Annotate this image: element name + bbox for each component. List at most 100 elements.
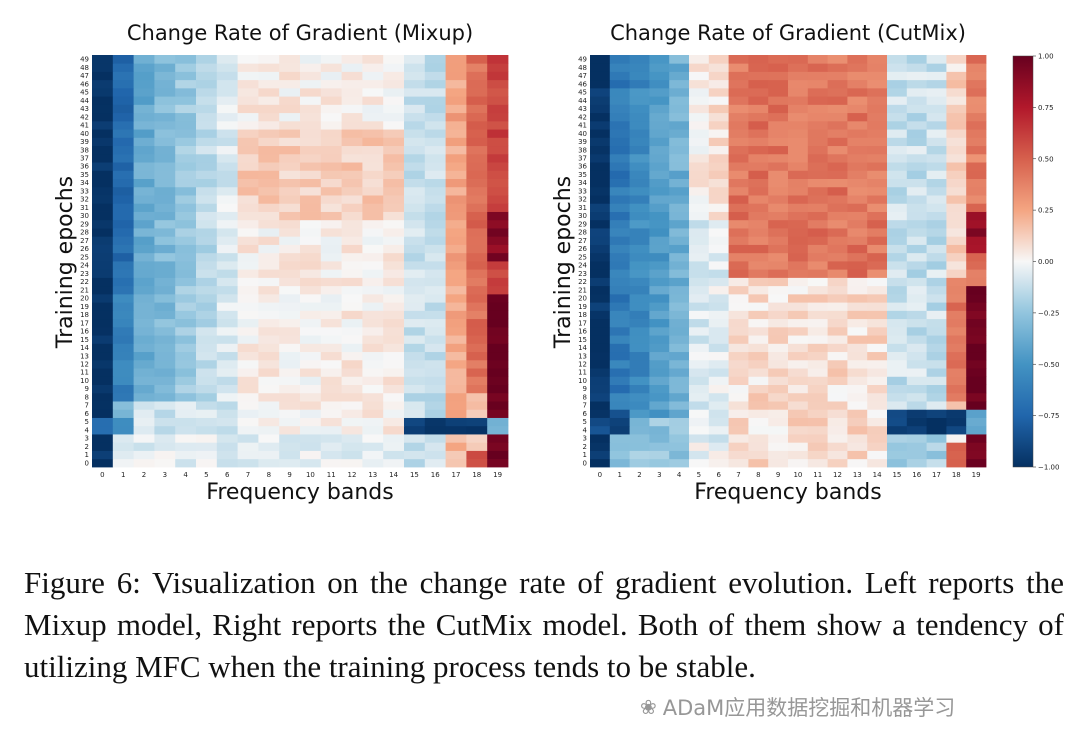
heatmap-cell	[946, 228, 967, 237]
heatmap-cell	[669, 359, 690, 369]
heatmap-cell	[112, 236, 134, 245]
heatmap-cell	[629, 434, 650, 443]
heatmap-cell	[92, 71, 114, 81]
heatmap-cell	[946, 450, 967, 460]
heatmap-cell	[320, 55, 342, 64]
heatmap-cell	[609, 326, 630, 336]
heatmap-cell	[946, 112, 967, 122]
heatmap-cell	[669, 236, 690, 245]
heatmap-cell	[788, 384, 809, 394]
heatmap-cell	[649, 79, 670, 89]
heatmap-cell	[487, 153, 509, 163]
heatmap-cell	[404, 219, 426, 229]
heatmap-cell	[748, 236, 769, 245]
heatmap-cell	[258, 401, 280, 410]
heatmap-cell	[279, 87, 301, 97]
heatmap-cell	[590, 186, 611, 196]
heatmap-cell	[966, 277, 987, 287]
heatmap-cell	[362, 87, 384, 97]
heatmap-cell	[196, 359, 218, 369]
heatmap-cell	[768, 392, 789, 402]
heatmap-cell	[669, 442, 690, 451]
heatmap-cell	[383, 112, 405, 122]
heatmap-cell	[362, 434, 384, 443]
heatmap-cell	[887, 252, 908, 262]
heatmap-cell	[827, 71, 848, 81]
heatmap-cell	[383, 269, 405, 278]
heatmap-cell	[629, 55, 650, 64]
heatmap-cell	[320, 203, 342, 212]
heatmap-cell	[133, 55, 155, 64]
heatmap-cell	[154, 434, 176, 443]
heatmap-cell	[788, 351, 809, 361]
heatmap-cell	[341, 417, 363, 427]
heatmap-cell	[487, 170, 509, 179]
heatmap-cell	[609, 129, 630, 138]
heatmap-cell	[708, 310, 729, 320]
heatmap-cell	[216, 343, 238, 353]
heatmap-cell	[748, 178, 769, 188]
heatmap-cell	[906, 71, 927, 81]
heatmap-cell	[788, 417, 809, 427]
heatmap-cell	[258, 252, 280, 262]
heatmap-cell	[887, 104, 908, 114]
heatmap-cell	[154, 79, 176, 89]
heatmap-cell	[92, 252, 114, 262]
heatmap-cell	[926, 277, 947, 287]
heatmap-cell	[768, 211, 789, 221]
heatmap-cell	[788, 285, 809, 295]
heatmap-cell	[445, 244, 467, 254]
heatmap-cell	[112, 458, 134, 468]
heatmap-cell	[609, 96, 630, 105]
heatmap-cell	[112, 293, 134, 303]
heatmap-cell	[847, 55, 868, 64]
heatmap-cell	[487, 137, 509, 147]
heatmap-cell	[404, 104, 426, 114]
heatmap-cell	[404, 359, 426, 369]
heatmap-cell	[258, 228, 280, 237]
heatmap-cell	[906, 79, 927, 89]
heatmap-cell	[887, 310, 908, 320]
heatmap-cell	[196, 343, 218, 353]
heatmap-cell	[196, 104, 218, 114]
heatmap-cell	[748, 170, 769, 179]
heatmap-cell	[341, 228, 363, 237]
heatmap-cell	[424, 87, 446, 97]
heatmap-cell	[320, 162, 342, 171]
heatmap-cell	[629, 195, 650, 204]
heatmap-cell	[768, 71, 789, 81]
heatmap-cell	[445, 285, 467, 295]
heatmap-cell	[807, 351, 828, 361]
heatmap-cell	[728, 285, 749, 295]
heatmap-cell	[807, 129, 828, 138]
y-tick-label: 27	[80, 237, 89, 245]
heatmap-cell	[669, 376, 690, 385]
heatmap-cell	[946, 285, 967, 295]
heatmap-cell	[445, 368, 467, 377]
heatmap-cell	[258, 137, 280, 147]
heatmap-cell	[445, 458, 467, 468]
heatmap-cell	[300, 104, 322, 114]
heatmap-cell	[807, 285, 828, 295]
heatmap-cell	[300, 228, 322, 237]
heatmap-cell	[887, 458, 908, 468]
heatmap-cell	[887, 343, 908, 353]
heatmap-cell	[300, 195, 322, 204]
heatmap-cell	[847, 145, 868, 155]
heatmap-cell	[279, 178, 301, 188]
heatmap-cell	[466, 228, 488, 237]
heatmap-cell	[946, 236, 967, 245]
heatmap-cell	[383, 252, 405, 262]
x-tick-label: 12	[348, 471, 357, 479]
heatmap-cell	[926, 79, 947, 89]
heatmap-cell	[807, 228, 828, 237]
heatmap-cell	[926, 425, 947, 435]
heatmap-cell	[133, 277, 155, 287]
heatmap-cell	[748, 384, 769, 394]
heatmap-cell	[590, 244, 611, 254]
heatmap-cell	[362, 112, 384, 122]
heatmap-cell	[92, 203, 114, 212]
heatmap-cell	[590, 293, 611, 303]
heatmap-cell	[216, 104, 238, 114]
y-tick-label: 38	[578, 146, 587, 154]
